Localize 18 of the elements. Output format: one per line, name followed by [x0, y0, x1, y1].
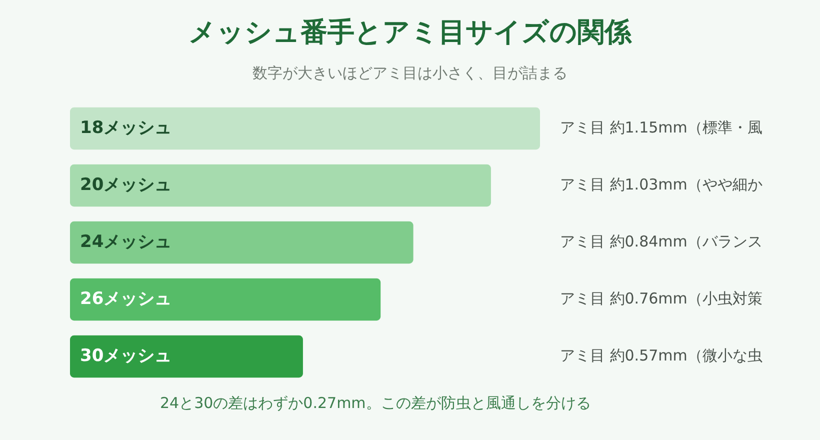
text: 24と30の差はわずか0.27mm。この差が防虫と風通しを分ける	[160, 394, 591, 413]
chart-title: メッシュ番手とアミ目サイズの関係	[188, 16, 633, 50]
bar	[70, 335, 303, 378]
y-tick-label: 20メッシュ	[80, 174, 172, 195]
y-tick-label: 30メッシュ	[80, 346, 172, 366]
data-label: アミ目 約0.84mm（バランス	[560, 232, 762, 250]
y-tick-label: 18メッシュ	[80, 118, 172, 138]
chart-subtitle: 数字が大きいほどアミ目は小さく、目が詰まる	[252, 64, 568, 83]
data-label: アミ目 約1.15mm（標準・風	[560, 118, 762, 136]
bar	[70, 164, 491, 207]
bar	[70, 278, 381, 321]
y-tick-label: 26メッシュ	[80, 288, 172, 309]
bar	[70, 221, 414, 264]
bar	[70, 107, 540, 150]
y-tick-label: 24メッシュ	[80, 232, 172, 252]
data-label: アミ目 約0.57mm（微小な虫	[560, 346, 762, 364]
data-label: アミ目 約0.76mm（小虫対策	[560, 289, 762, 308]
data-label: アミ目 約1.03mm（やや細か	[560, 175, 762, 194]
